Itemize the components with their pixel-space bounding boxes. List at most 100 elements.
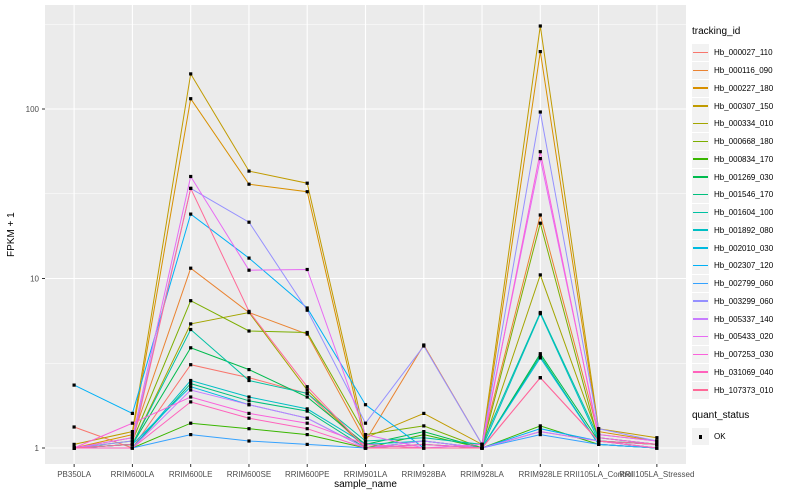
legend-entry-label: Hb_000834_170 <box>714 154 774 164</box>
data-point <box>655 436 659 440</box>
data-point <box>363 446 368 450</box>
data-point <box>305 433 309 437</box>
data-point <box>72 425 76 429</box>
data-point <box>189 186 193 190</box>
data-point <box>538 430 542 434</box>
data-point <box>538 50 542 54</box>
data-point <box>305 388 309 392</box>
data-point <box>189 421 193 425</box>
legend-entry-Hb_005433_020: Hb_005433_020 <box>692 328 798 346</box>
data-point <box>72 446 76 450</box>
data-point <box>247 256 251 260</box>
data-point <box>247 268 251 272</box>
data-point <box>538 110 542 114</box>
data-point <box>363 421 368 425</box>
data-point <box>597 430 601 434</box>
data-point <box>597 439 601 443</box>
data-point <box>130 411 134 415</box>
legend-entry-Hb_031069_040: Hb_031069_040 <box>692 363 798 382</box>
data-point <box>305 267 309 272</box>
legend-entry-label: Hb_107373_010 <box>714 385 774 395</box>
data-point <box>538 433 542 437</box>
legend-entry-Hb_001892_080: Hb_001892_080 <box>692 221 798 240</box>
data-point <box>189 385 193 389</box>
legend-entry-Hb_001546_170: Hb_001546_170 <box>692 186 798 204</box>
data-point <box>189 388 193 392</box>
legend-key-line-icon <box>692 239 709 257</box>
data-point <box>305 306 309 310</box>
data-point <box>130 436 134 440</box>
x-tick-label: RRIM928LA <box>460 470 504 479</box>
data-point <box>247 169 251 173</box>
data-point <box>189 266 193 270</box>
data-point <box>597 442 601 446</box>
data-point <box>538 376 542 380</box>
data-point <box>422 344 426 348</box>
legend-entry-label: Hb_001269_030 <box>714 172 774 182</box>
y-tick-label: 1 <box>35 444 40 453</box>
legend-key-line-icon <box>692 275 709 293</box>
legend-entry-Hb_000834_170: Hb_000834_170 <box>692 150 798 169</box>
legend-key-line-icon <box>692 346 709 364</box>
data-point <box>538 150 542 154</box>
x-tick-label: RRIM600SE <box>227 470 271 479</box>
data-point <box>538 221 542 225</box>
legend-key-line-icon <box>692 381 709 399</box>
data-point <box>305 308 309 312</box>
y-tick-label: 10 <box>30 274 39 283</box>
data-point <box>538 24 542 28</box>
data-point <box>363 439 368 443</box>
data-point <box>538 356 542 360</box>
data-point <box>597 433 601 437</box>
legend-title-tracking-id: tracking_id <box>692 26 741 37</box>
data-point <box>247 427 251 431</box>
legend-key-line-icon <box>692 97 709 115</box>
data-point <box>72 442 76 446</box>
legend-series-entries: Hb_000027_110 Hb_000116_090 Hb_000227_180 H… <box>692 44 798 399</box>
data-point <box>247 411 251 415</box>
legend-entry-Hb_001604_100: Hb_001604_100 <box>692 204 798 222</box>
legend-entry-Hb_000027_110: Hb_000027_110 <box>692 44 798 62</box>
legend-entry-label: Hb_005433_020 <box>714 332 774 342</box>
data-point <box>247 368 251 372</box>
data-point <box>305 442 309 446</box>
data-point <box>247 329 251 333</box>
data-point <box>189 327 193 332</box>
data-point <box>305 427 309 431</box>
data-point <box>655 442 659 446</box>
data-point <box>189 363 193 367</box>
data-point <box>422 433 426 437</box>
legend-entry-label: Hb_031069_040 <box>714 367 774 377</box>
x-tick-label: RRII105LA_Stressed <box>619 470 694 479</box>
legend-entry-label: Hb_001546_170 <box>714 190 774 200</box>
legend-key-line-icon <box>692 328 709 346</box>
legend-entry-label: Hb_002307_120 <box>714 261 774 271</box>
data-point <box>305 385 309 389</box>
data-point <box>363 433 368 437</box>
data-point <box>305 330 309 335</box>
data-point <box>130 430 134 434</box>
data-point <box>247 416 251 420</box>
data-point <box>422 436 426 440</box>
data-point <box>130 421 134 425</box>
data-point <box>247 395 251 399</box>
legend-key-line-icon <box>692 168 709 186</box>
data-point <box>422 446 426 450</box>
data-point <box>538 157 542 161</box>
data-point <box>655 439 659 443</box>
legend-entry-Hb_107373_010: Hb_107373_010 <box>692 381 798 399</box>
legend-entry-Hb_007253_030: Hb_007253_030 <box>692 346 798 364</box>
legend-entry-label: Hb_000668_180 <box>714 137 774 147</box>
legend-entry-Hb_000334_010: Hb_000334_010 <box>692 115 798 133</box>
legend-entry-Hb_005337_140: Hb_005337_140 <box>692 310 798 328</box>
data-point <box>597 427 601 431</box>
data-point <box>305 395 309 399</box>
legend-entry-label: Hb_007253_030 <box>714 350 774 360</box>
legend-key-line-icon <box>692 221 709 239</box>
legend-entry-label: Hb_002799_060 <box>714 279 774 289</box>
legend-entry-Hb_000668_180: Hb_000668_180 <box>692 133 798 151</box>
legend-key-line-icon <box>692 310 709 328</box>
legend-entry-Hb_000116_090: Hb_000116_090 <box>692 62 798 80</box>
